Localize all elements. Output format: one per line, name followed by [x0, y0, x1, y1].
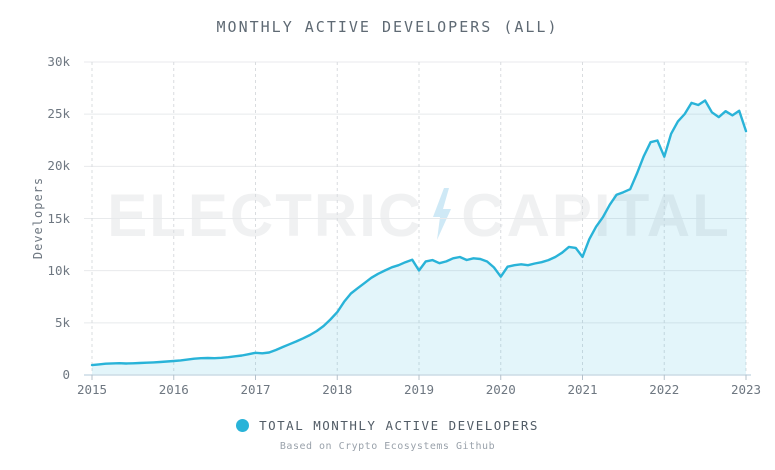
- line-series: [90, 99, 748, 367]
- lightning-bolt-icon: [431, 188, 453, 244]
- legend: TOTAL MONTHLY ACTIVE DEVELOPERS: [0, 418, 775, 433]
- chart-title: MONTHLY ACTIVE DEVELOPERS (ALL): [216, 18, 559, 36]
- legend-label: TOTAL MONTHLY ACTIVE DEVELOPERS: [259, 418, 539, 433]
- legend-dot: [236, 419, 250, 432]
- source-note: Based on Crypto Ecosystems Github: [279, 441, 496, 452]
- area-series: [92, 100, 746, 375]
- watermark: ELECTRIC CAPITAL: [92, 186, 746, 246]
- watermark-text-left: ELECTRIC: [107, 182, 424, 249]
- watermark-text-right: CAPITAL: [461, 182, 731, 249]
